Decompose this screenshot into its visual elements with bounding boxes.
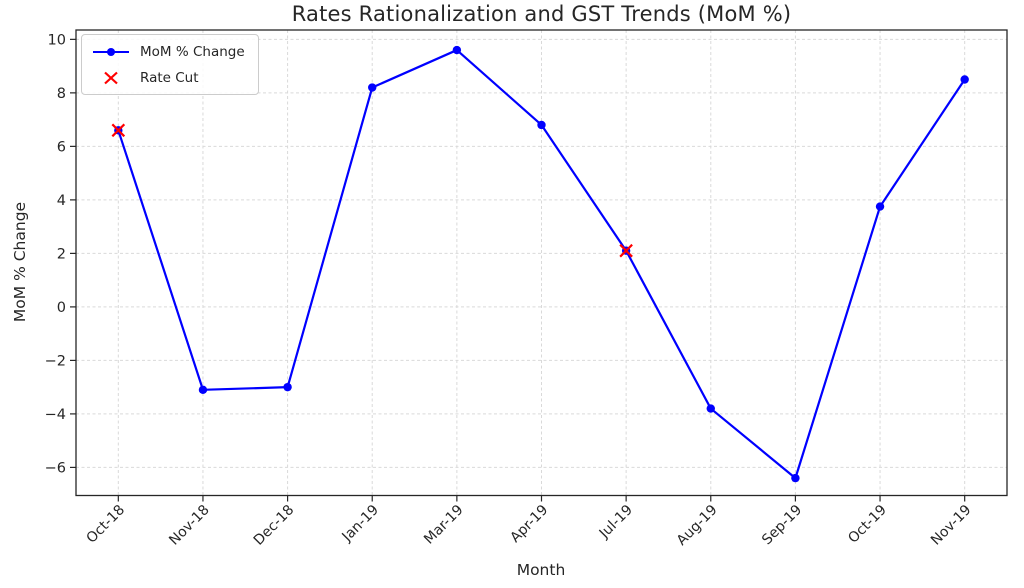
y-tick-label: 2 (57, 246, 66, 262)
y-tick-label: 8 (57, 86, 66, 102)
x-tick-label: Jan-19 (339, 502, 382, 545)
y-tick-label: −2 (45, 353, 66, 369)
data-point-marker (368, 83, 377, 92)
y-tick-label: 10 (48, 32, 66, 48)
y-axis-label: MoM % Change (11, 201, 29, 323)
x-tick-label: Nov-18 (166, 502, 213, 549)
x-tick-label: Nov-19 (928, 502, 975, 549)
data-point-marker (791, 473, 800, 483)
data-point-marker (537, 120, 546, 130)
chart-title: Rates Rationalization and GST Trends (Mo… (291, 2, 792, 26)
legend-dot-swatch (107, 47, 115, 56)
x-marker-icon (104, 71, 118, 84)
y-tick-label: 0 (57, 300, 66, 316)
data-point-marker (452, 45, 462, 55)
x-tick-label: Mar-19 (421, 502, 467, 548)
y-tick-label: 6 (57, 139, 66, 155)
rate-cut-marker (111, 123, 126, 138)
legend-item-mom-change: MoM % Change (91, 41, 245, 62)
x-tick-label: Oct-19 (845, 502, 890, 547)
data-point-marker (283, 382, 292, 392)
y-tick-label: 4 (57, 193, 66, 209)
data-point-marker (706, 404, 715, 413)
x-tick-label: Sep-19 (759, 502, 805, 548)
legend: MoM % Change Rate Cut (81, 34, 259, 95)
data-point-marker (875, 202, 885, 211)
legend-x-swatch (104, 71, 118, 84)
legend-label-rate-cut: Rate Cut (140, 69, 199, 86)
line-marker-icon (93, 47, 129, 56)
data-point-marker (960, 75, 969, 84)
x-tick-label: Jul-19 (596, 502, 636, 542)
y-tick-label: −4 (45, 407, 66, 423)
x-tick-label: Apr-19 (507, 502, 551, 546)
legend-label-mom-change: MoM % Change (140, 43, 245, 60)
x-tick-label: Oct-18 (84, 502, 129, 547)
rate-cut-marker (619, 243, 633, 258)
legend-item-rate-cut: Rate Cut (91, 67, 245, 88)
x-tick-label: Dec-18 (251, 502, 298, 549)
data-point-marker (198, 385, 208, 395)
x-tick-label: Aug-19 (674, 502, 721, 549)
y-tick-label: −6 (45, 460, 66, 476)
x-axis-label: Month (516, 561, 566, 579)
